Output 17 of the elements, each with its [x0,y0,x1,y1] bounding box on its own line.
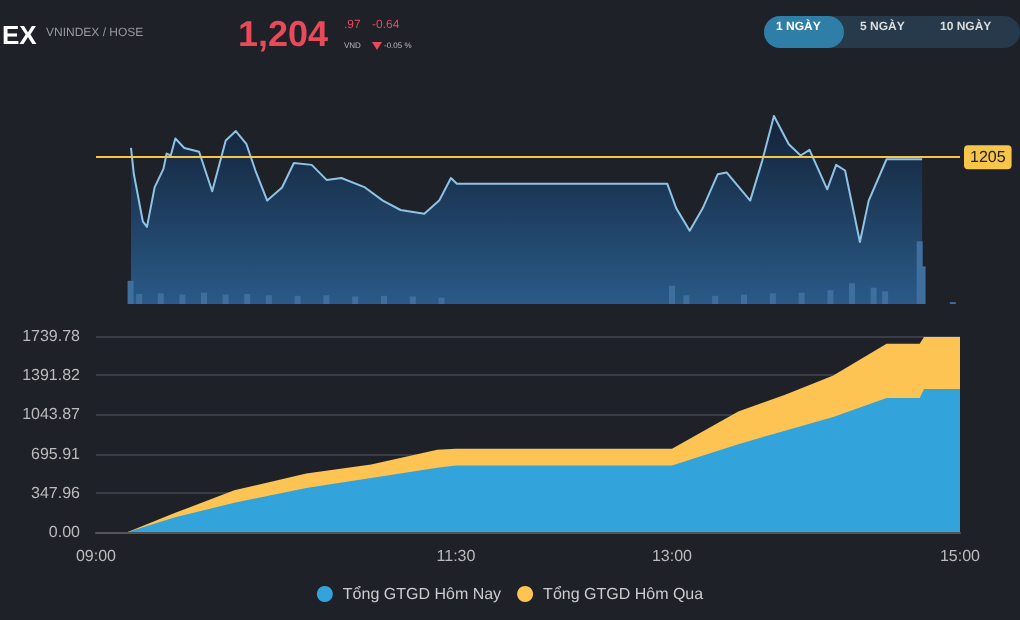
y-tick-label: 1739.78 [22,327,82,345]
y-tick-label: 0.00 [48,523,82,541]
y-tick-label: 695.91 [31,444,82,463]
x-tick-label: 13:00 [651,547,694,565]
y-tick-label: 347.96 [31,483,82,502]
legend-label: Tổng GTGD Hôm Qua [543,585,705,603]
legend-label: Tổng GTGD Hôm Nay [342,585,502,603]
y-tick-label: 1043.87 [22,405,82,424]
text: 1,204 [238,14,329,56]
x-tick-label: 09:00 [75,547,118,565]
bar [438,297,445,304]
bar [127,280,134,304]
annotation: 1205 [970,148,1007,167]
x-tick-label: 11:30 [436,547,477,565]
y-tick-label: 1391.82 [22,366,82,385]
x-tick-label: 15:00 [939,547,982,565]
text: EX [2,20,37,50]
